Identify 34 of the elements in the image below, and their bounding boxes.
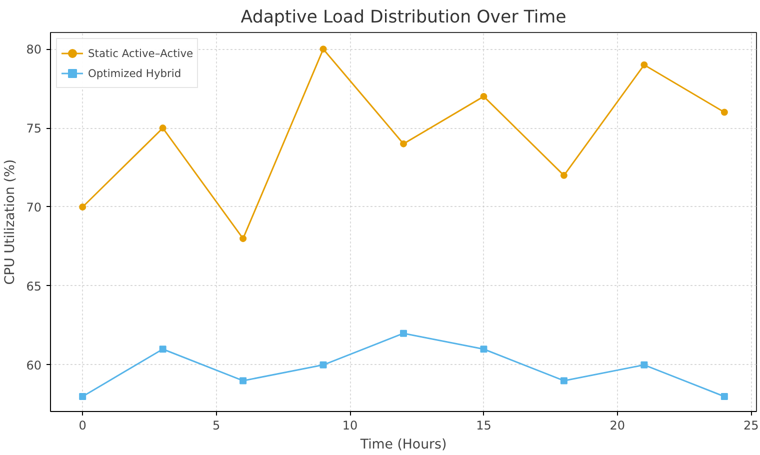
x-tick-label: 15	[476, 418, 492, 432]
y-tick-label: 75	[26, 122, 42, 136]
y-tick-label: 70	[26, 200, 42, 214]
chart-title: Adaptive Load Distribution Over Time	[240, 8, 566, 28]
x-tick-label: 5	[212, 418, 220, 432]
point	[560, 172, 568, 179]
legend-label: Optimized Hybrid	[88, 66, 182, 80]
point	[159, 124, 166, 132]
point	[640, 361, 648, 368]
point	[560, 377, 568, 384]
point	[240, 235, 247, 242]
point	[400, 140, 407, 148]
point	[720, 393, 728, 400]
legend-label: Static Active–Active	[88, 46, 194, 60]
point	[320, 361, 327, 368]
y-tick-label: 80	[26, 42, 42, 57]
point	[320, 46, 327, 53]
point	[640, 61, 648, 68]
x-tick-label: 20	[610, 418, 626, 432]
point	[79, 204, 86, 210]
x-tick-label: 10	[342, 418, 358, 432]
point	[480, 346, 488, 353]
y-tick-label: 65	[26, 279, 42, 294]
point	[159, 346, 166, 353]
point	[720, 108, 728, 116]
point	[480, 92, 488, 100]
y-axis-title: CPU Utilization (%)	[3, 159, 18, 285]
x-tick-label: 25	[744, 418, 759, 432]
x-tick-label: 0	[78, 418, 86, 432]
y-tick-label: 60	[26, 358, 42, 372]
x-axis-title: Time (Hours)	[359, 438, 447, 452]
point	[240, 377, 247, 384]
point	[400, 330, 407, 337]
point	[79, 393, 86, 400]
